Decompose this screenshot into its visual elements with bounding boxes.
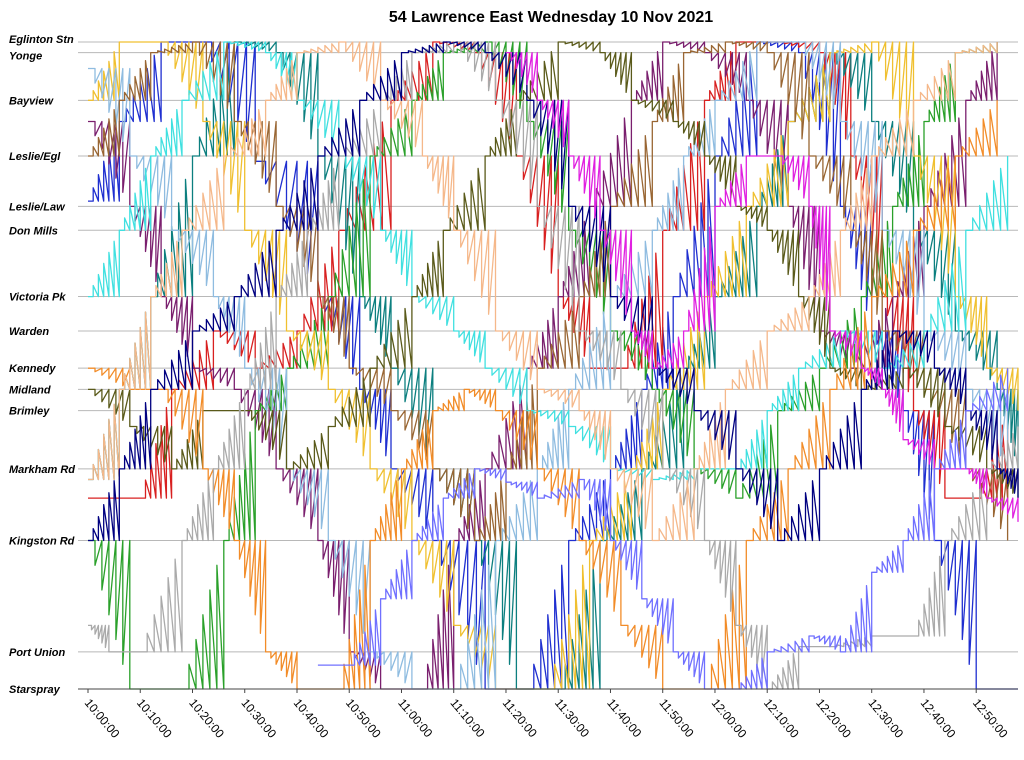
vehicle-trace: [88, 41, 1009, 690]
stop-label: Kennedy: [9, 363, 56, 375]
stop-label: Midland: [9, 384, 51, 396]
x-tick-label: 11:40:00: [604, 696, 644, 740]
x-tick-label: 11:20:00: [500, 696, 540, 740]
time-axis-labels: 10:00:00 10:10:00 10:20:00 10:30:00 10:40:00…: [82, 689, 1011, 741]
chart-title: 54 Lawrence East Wednesday 10 Nov 2021: [389, 9, 713, 26]
x-tick-label: 12:30:00: [865, 696, 906, 741]
stop-label: Yonge: [9, 51, 42, 63]
stop-label: Don Mills: [9, 225, 58, 237]
stop-labels: Eglinton Stn Yonge Bayview Leslie/Egl Leslie…: [9, 34, 75, 696]
stop-label: Victoria Pk: [9, 292, 66, 304]
stop-label: Leslie/Law: [9, 201, 66, 213]
x-tick-label: 10:50:00: [343, 696, 384, 741]
stop-label: Port Union: [9, 647, 65, 659]
x-tick-label: 11:50:00: [656, 696, 696, 740]
x-tick-label: 12:10:00: [761, 696, 802, 741]
x-tick-label: 12:00:00: [709, 696, 750, 741]
vehicle-trace: [88, 41, 1019, 690]
vehicle-trace: [317, 368, 1009, 690]
stop-label: Brimley: [9, 406, 50, 418]
vehicle-trace: [506, 51, 1019, 522]
stop-label: Markham Rd: [9, 464, 75, 476]
x-tick-label: 12:40:00: [918, 696, 959, 741]
x-tick-label: 10:30:00: [238, 696, 279, 741]
vehicle-traces: [88, 41, 1019, 690]
vehicle-trace: [88, 41, 1019, 542]
stop-label: Starspray: [9, 684, 61, 696]
x-tick-label: 12:20:00: [813, 696, 854, 741]
x-tick-label: 10:10:00: [134, 696, 175, 741]
x-tick-label: 11:10:00: [447, 696, 487, 740]
x-tick-label: 10:00:00: [82, 696, 123, 741]
x-tick-label: 11:30:00: [552, 696, 592, 740]
stop-label: Eglinton Stn: [9, 34, 74, 46]
vehicle-trace: [88, 41, 1009, 481]
x-tick-label: 10:20:00: [186, 696, 227, 741]
stop-label: Warden: [9, 326, 49, 338]
vehicle-trace: [88, 41, 998, 542]
stop-label: Bayview: [9, 95, 54, 107]
x-tick-label: 10:40:00: [291, 696, 332, 741]
x-tick-label: 12:50:00: [970, 696, 1011, 741]
stop-label: Kingston Rd: [9, 536, 75, 548]
x-tick-label: 11:00:00: [395, 696, 435, 740]
vehicle-trace: [88, 100, 998, 690]
stop-label: Leslie/Egl: [9, 151, 61, 163]
